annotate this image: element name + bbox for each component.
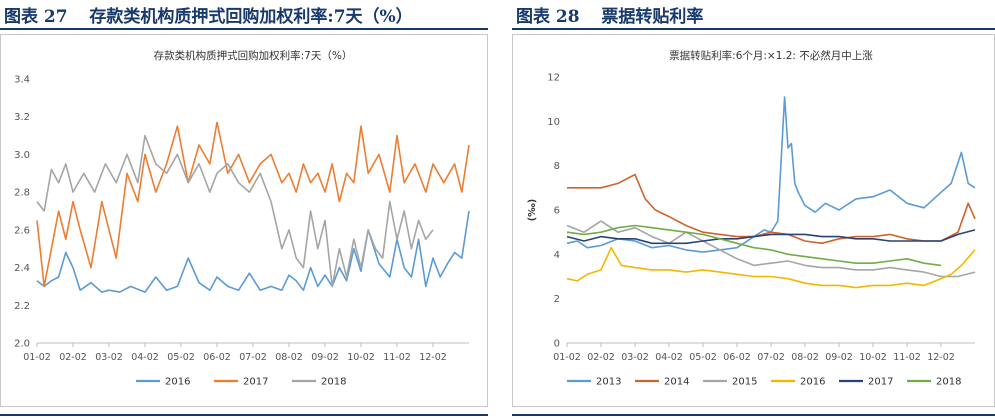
- y-tick-label: 10: [547, 117, 560, 128]
- figure-27-caption: 存款类机构质押式回购加权利率:7天（%）: [89, 7, 413, 27]
- x-tick-label: 01-02: [23, 352, 51, 363]
- x-tick-label: 11-02: [893, 352, 921, 363]
- x-tick-label: 07-02: [757, 352, 785, 363]
- figure-27-label: 图表 27: [4, 7, 68, 27]
- legend-label-2014: 2014: [664, 377, 689, 388]
- series-line-2015: [566, 220, 976, 278]
- y-tick-label: 2: [554, 294, 560, 305]
- figure-27-top-rule: [0, 28, 488, 30]
- x-tick-label: 06-02: [723, 352, 751, 363]
- y-tick-label: 0: [554, 339, 560, 350]
- chart-title: 票据转贴利率:6个月:×1.2: 不必然月中上涨: [669, 49, 873, 62]
- series-line-2017: [566, 229, 976, 245]
- series-line-2016: [36, 210, 470, 293]
- legend-label-2018: 2018: [936, 377, 961, 388]
- legend-label-2017: 2017: [868, 377, 893, 388]
- y-tick-label: 2.8: [14, 188, 30, 199]
- figure-28-title: 图表 28 票据转贴利率: [516, 2, 703, 27]
- legend-label-2013: 2013: [596, 377, 621, 388]
- x-tick-label: 09-02: [825, 352, 853, 363]
- y-tick-label: 2.2: [14, 301, 30, 312]
- x-tick-label: 10-02: [859, 352, 887, 363]
- y-tick-label: 2.6: [14, 225, 30, 236]
- figure-27-title: 图表 27 存款类机构质押式回购加权利率:7天（%）: [4, 2, 413, 27]
- figure-28-caption: 票据转贴利率: [601, 7, 704, 27]
- y-tick-label: 3.2: [14, 112, 30, 123]
- repo-rate-chart: 存款类机构质押式回购加权利率:7天（%） 2.0 2.2 2.4 2.6 2.8 3.0 3.…: [14, 49, 470, 388]
- legend-label-2015: 2015: [732, 377, 757, 388]
- x-tick-label: 05-02: [167, 352, 195, 363]
- x-tick-label: 12-02: [927, 352, 955, 363]
- x-tick-label: 07-02: [239, 352, 267, 363]
- legend-label-2016: 2016: [165, 377, 190, 388]
- figure-27-bottom-rule: [0, 414, 488, 416]
- y-axis-label: (‰): [527, 199, 538, 221]
- x-tick-label: 01-02: [553, 352, 581, 363]
- series-line-2014: [567, 173, 976, 245]
- bill-rate-chart: 票据转贴利率:6个月:×1.2: 不必然月中上涨 (‰) 0 2 4 6 8 10 12 01-0…: [527, 49, 976, 388]
- x-tick-label: 11-02: [383, 352, 411, 363]
- x-tick-label: 08-02: [791, 352, 819, 363]
- x-tick-label: 02-02: [587, 352, 615, 363]
- y-tick-label: 2.0: [14, 339, 30, 350]
- figure-28-chart-frame: 票据转贴利率:6个月:×1.2: 不必然月中上涨 (‰) 0 2 4 6 8 10 12 01-0…: [512, 34, 995, 407]
- figure-28-bottom-rule: [512, 414, 995, 416]
- figure-28-label: 图表 28: [516, 7, 580, 27]
- figure-27-panel: 图表 27 存款类机构质押式回购加权利率:7天（%） 存款类机构质押式回购加权利…: [0, 0, 488, 419]
- legend-label-2017: 2017: [243, 377, 268, 388]
- series-line-2013: [566, 96, 976, 253]
- figure-28-panel: 图表 28 票据转贴利率 票据转贴利率:6个月:×1.2: 不必然月中上涨 (‰)…: [512, 0, 995, 419]
- figure-28-top-rule: [512, 28, 995, 30]
- legend-label-2018: 2018: [321, 377, 346, 388]
- x-tick-label: 10-02: [347, 352, 375, 363]
- series-line-2018: [36, 134, 434, 288]
- x-tick-label: 05-02: [689, 352, 717, 363]
- y-tick-label: 8: [554, 161, 560, 172]
- figure-27-chart-frame: 存款类机构质押式回购加权利率:7天（%） 2.0 2.2 2.4 2.6 2.8 3.0 3.…: [0, 34, 488, 407]
- legend-label-2016: 2016: [800, 377, 825, 388]
- x-tick-label: 03-02: [95, 352, 123, 363]
- y-tick-label: 3.0: [14, 150, 30, 161]
- x-tick-label: 09-02: [311, 352, 339, 363]
- series-line-2016: [566, 246, 976, 289]
- x-tick-label: 08-02: [275, 352, 303, 363]
- x-tick-label: 03-02: [621, 352, 649, 363]
- y-tick-label: 3.4: [14, 75, 30, 86]
- x-tick-label: 12-02: [419, 352, 447, 363]
- y-tick-label: 2.4: [14, 263, 30, 274]
- y-tick-label: 4: [554, 250, 560, 261]
- y-tick-label: 12: [547, 73, 560, 84]
- series-line-2017: [36, 121, 470, 288]
- chart-title: 存款类机构质押式回购加权利率:7天（%）: [154, 49, 353, 62]
- x-tick-label: 06-02: [203, 352, 231, 363]
- y-tick-label: 6: [554, 206, 560, 217]
- x-tick-label: 02-02: [59, 352, 87, 363]
- x-tick-label: 04-02: [655, 352, 683, 363]
- x-tick-label: 04-02: [131, 352, 159, 363]
- series-line-2018: [566, 224, 942, 267]
